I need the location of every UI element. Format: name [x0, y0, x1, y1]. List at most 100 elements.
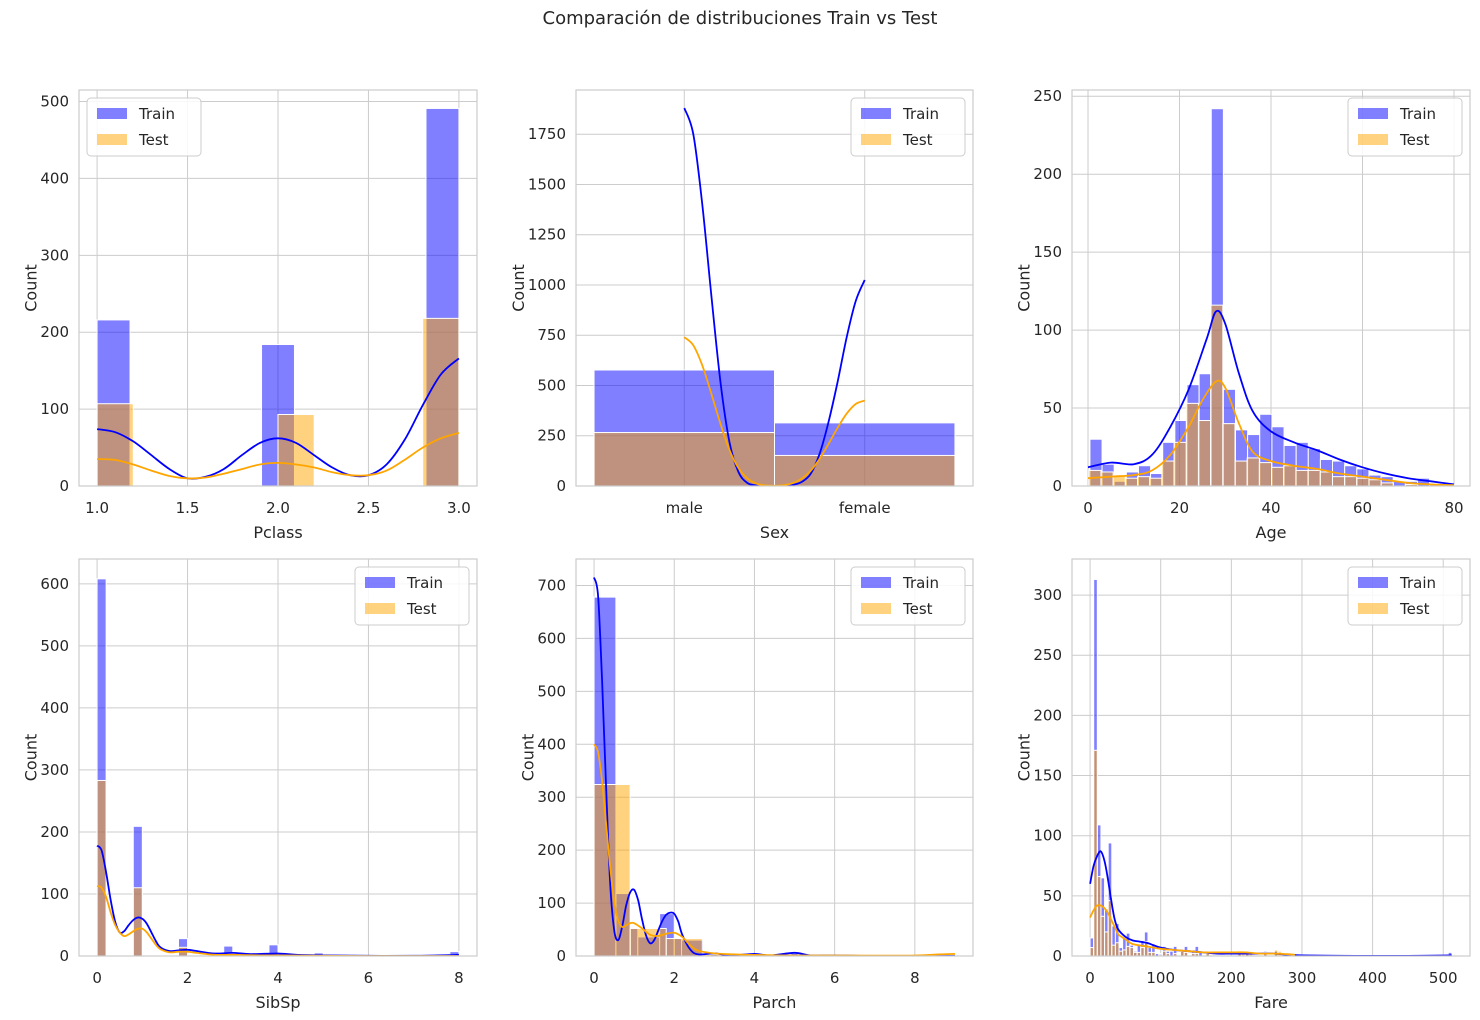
- y-tick-label: 50: [1043, 887, 1062, 905]
- x-tick-label: 60: [1353, 499, 1372, 517]
- bar-test: [1183, 951, 1189, 956]
- bar-test: [1151, 951, 1156, 956]
- legend-swatch-train: [861, 108, 891, 119]
- x-tick-label: 0: [1083, 499, 1093, 517]
- y-tick-label: 400: [40, 699, 69, 717]
- kde-line-test: [1089, 904, 1295, 956]
- bar-test: [1161, 460, 1175, 486]
- x-tick-label: 4: [273, 969, 283, 987]
- y-tick-label: 250: [1033, 646, 1062, 664]
- bar-test: [1319, 471, 1333, 486]
- bar-test: [1222, 423, 1236, 486]
- y-tick-label: 150: [1033, 243, 1062, 261]
- legend-swatch-test: [1358, 134, 1388, 145]
- bar-test: [1258, 462, 1273, 486]
- x-axis-label: Fare: [1254, 993, 1288, 1012]
- legend-label-test: Test: [902, 131, 933, 149]
- bar-test: [1161, 950, 1167, 956]
- subplot-parch: 0 2 4 6 8 0 100 200 300 400 500 600 700 Parch Count Tra…: [519, 558, 974, 1012]
- y-axis-label: Count: [1015, 734, 1034, 782]
- legend-label-train: Train: [1399, 105, 1436, 123]
- y-tick-label: 500: [537, 376, 566, 394]
- y-tick-label: 700: [537, 576, 566, 594]
- legend: Train Test: [1347, 566, 1463, 626]
- y-tick-label: 0: [556, 947, 566, 965]
- bar-test: [593, 783, 631, 956]
- x-tick-label: 0: [92, 969, 102, 987]
- legend: Train Test: [850, 97, 966, 157]
- y-tick-label: 300: [537, 788, 566, 806]
- kde-line-train: [1087, 309, 1455, 486]
- axes-frame: [78, 558, 478, 957]
- bar-test: [1283, 465, 1297, 486]
- x-tick-label: 200: [1217, 969, 1246, 987]
- plot-area: [593, 107, 956, 486]
- legend-swatch-test: [861, 134, 891, 145]
- x-tick-label: 6: [364, 969, 374, 987]
- bar-test: [1344, 476, 1358, 486]
- subplot-age: 0 20 40 60 80 0 50 100 150 200 250 Age Count Train Tes…: [1015, 87, 1471, 542]
- y-axis-label: Count: [22, 264, 41, 312]
- y-tick-label: 750: [537, 326, 566, 344]
- y-tick-label: 400: [40, 169, 69, 187]
- bar-test: [1125, 945, 1131, 956]
- bar-test: [593, 432, 776, 486]
- x-tick-label: 2: [669, 969, 679, 987]
- y-tick-label: 50: [1043, 399, 1062, 417]
- x-tick-label: 20: [1170, 499, 1189, 517]
- legend: Train Test: [354, 566, 470, 626]
- bar-test: [1093, 749, 1098, 956]
- y-axis-label: Count: [1015, 264, 1034, 312]
- y-tick-label: 1250: [528, 226, 566, 244]
- legend-label-test: Test: [1399, 600, 1430, 618]
- legend-label-train: Train: [406, 574, 443, 592]
- legend-swatch-test: [1358, 603, 1388, 614]
- bar-test: [1368, 479, 1382, 486]
- x-tick-label: 1.5: [176, 499, 200, 517]
- y-tick-label: 1750: [528, 125, 566, 143]
- bar-test: [1104, 931, 1109, 956]
- legend-label-test: Test: [1399, 131, 1430, 149]
- subplot-fare: 0 100 200 300 400 500050100150200250300FareCo…: [1015, 558, 1471, 1012]
- bar-train: [1169, 950, 1174, 956]
- bar-train: [1151, 943, 1156, 956]
- bar-test: [1234, 460, 1248, 486]
- bar-test: [422, 317, 460, 486]
- y-tick-label: 200: [537, 841, 566, 859]
- bar-test: [1180, 950, 1185, 956]
- axes-frame: [575, 89, 974, 487]
- bar-test: [1149, 477, 1163, 486]
- bar-test: [1118, 950, 1124, 956]
- x-axis-label: Parch: [753, 993, 797, 1012]
- bar-train: [1114, 923, 1120, 956]
- y-tick-label: 300: [40, 246, 69, 264]
- legend-swatch-test: [365, 603, 395, 614]
- bar-test: [1089, 947, 1095, 956]
- x-tick-label: 0: [1085, 969, 1095, 987]
- y-tick-label: 250: [537, 427, 566, 445]
- y-tick-label: 500: [40, 93, 69, 111]
- legend-swatch-test: [97, 134, 127, 145]
- x-tick-label: 3.0: [447, 499, 471, 517]
- y-tick-label: 100: [40, 885, 69, 903]
- bar-test: [96, 403, 134, 486]
- legend-swatch-train: [861, 577, 891, 588]
- plot-area: [593, 577, 956, 956]
- legend-label-train: Train: [138, 105, 175, 123]
- x-tick-label: 2: [183, 969, 193, 987]
- axes-frame: [1071, 558, 1471, 957]
- x-tick-label: 40: [1261, 499, 1280, 517]
- y-tick-label: 600: [40, 575, 69, 593]
- x-tick-label: 500: [1429, 969, 1458, 987]
- y-tick-label: 100: [1033, 827, 1062, 845]
- plot-area: [96, 107, 460, 486]
- x-tick-label: 100: [1146, 969, 1175, 987]
- legend-label-train: Train: [902, 105, 939, 123]
- y-axis-label: Count: [509, 264, 528, 312]
- y-tick-label: 0: [59, 947, 69, 965]
- x-tick-label: 2.0: [266, 499, 290, 517]
- y-tick-label: 0: [59, 477, 69, 495]
- y-axis-label: Count: [519, 734, 538, 782]
- subplot-pclass: 1.0 1.5 2.0 2.5 3.0 0 100 200 300 400 500 Pclass Cou…: [22, 89, 478, 542]
- y-tick-label: 100: [537, 894, 566, 912]
